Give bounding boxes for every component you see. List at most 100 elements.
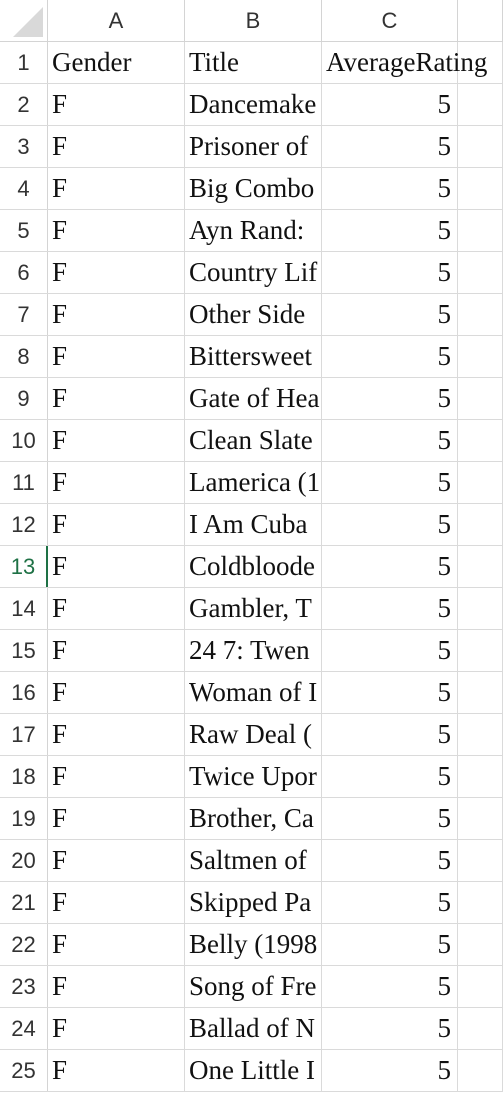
cell-title[interactable]: Bittersweet <box>185 336 322 377</box>
cell-gender[interactable]: F <box>48 672 185 713</box>
cell-gender[interactable]: F <box>48 756 185 797</box>
cell-gender-header[interactable]: Gender <box>48 42 185 83</box>
cell-gender[interactable]: F <box>48 882 185 923</box>
row-header[interactable]: 20 <box>0 840 48 881</box>
cell-rating[interactable]: 5 <box>322 462 458 503</box>
cell-empty[interactable] <box>458 1008 503 1049</box>
cell-title[interactable]: Raw Deal ( <box>185 714 322 755</box>
cell-title[interactable]: Skipped Pa <box>185 882 322 923</box>
row-header[interactable]: 15 <box>0 630 48 671</box>
column-header-c[interactable]: C <box>322 0 458 42</box>
cell-gender[interactable]: F <box>48 420 185 461</box>
cell-empty[interactable] <box>458 420 503 461</box>
cell-rating[interactable]: 5 <box>322 588 458 629</box>
row-header[interactable]: 8 <box>0 336 48 377</box>
cell-gender[interactable]: F <box>48 252 185 293</box>
row-header[interactable]: 7 <box>0 294 48 335</box>
cell-empty[interactable] <box>458 168 503 209</box>
cell-title[interactable]: Woman of I <box>185 672 322 713</box>
row-header[interactable]: 24 <box>0 1008 48 1049</box>
cell-gender[interactable]: F <box>48 462 185 503</box>
cell-rating[interactable]: 5 <box>322 252 458 293</box>
cell-gender[interactable]: F <box>48 630 185 671</box>
cell-gender[interactable]: F <box>48 714 185 755</box>
cell-title-header[interactable]: Title <box>185 42 322 83</box>
cell-title[interactable]: Song of Fre <box>185 966 322 1007</box>
cell-empty[interactable] <box>458 378 503 419</box>
cell-rating[interactable]: 5 <box>322 84 458 125</box>
row-header[interactable]: 25 <box>0 1050 48 1091</box>
cell-gender[interactable]: F <box>48 336 185 377</box>
cell-empty[interactable] <box>458 462 503 503</box>
row-header[interactable]: 4 <box>0 168 48 209</box>
row-header[interactable]: 5 <box>0 210 48 251</box>
cell-title[interactable]: Ballad of N <box>185 1008 322 1049</box>
cell-empty[interactable] <box>458 546 503 587</box>
cell-gender[interactable]: F <box>48 924 185 965</box>
row-header[interactable]: 2 <box>0 84 48 125</box>
cell-gender[interactable]: F <box>48 588 185 629</box>
cell-rating[interactable]: 5 <box>322 966 458 1007</box>
cell-gender[interactable]: F <box>48 798 185 839</box>
cell-gender[interactable]: F <box>48 294 185 335</box>
cell-rating[interactable]: 5 <box>322 504 458 545</box>
column-header-a[interactable]: A <box>48 0 185 42</box>
cell-gender[interactable]: F <box>48 966 185 1007</box>
cell-empty[interactable] <box>458 294 503 335</box>
row-header[interactable]: 13 <box>0 546 48 587</box>
cell-gender[interactable]: F <box>48 168 185 209</box>
cell-title[interactable]: Gate of Hea <box>185 378 322 419</box>
row-header[interactable]: 9 <box>0 378 48 419</box>
row-header[interactable]: 11 <box>0 462 48 503</box>
cell-rating[interactable]: 5 <box>322 1050 458 1091</box>
cell-rating[interactable]: 5 <box>322 168 458 209</box>
cell-rating[interactable]: 5 <box>322 756 458 797</box>
cell-empty[interactable] <box>458 1050 503 1091</box>
cell-gender[interactable]: F <box>48 504 185 545</box>
row-header[interactable]: 17 <box>0 714 48 755</box>
cell-title[interactable]: Prisoner of <box>185 126 322 167</box>
cell-title[interactable]: Lamerica (1 <box>185 462 322 503</box>
row-header[interactable]: 14 <box>0 588 48 629</box>
cell-rating[interactable]: 5 <box>322 420 458 461</box>
cell-rating[interactable]: 5 <box>322 126 458 167</box>
cell-empty[interactable] <box>458 336 503 377</box>
row-header[interactable]: 19 <box>0 798 48 839</box>
cell-empty[interactable] <box>458 840 503 881</box>
cell-title[interactable]: Clean Slate <box>185 420 322 461</box>
cell-empty[interactable] <box>458 756 503 797</box>
cell-empty[interactable] <box>458 588 503 629</box>
cell-title[interactable]: Gambler, T <box>185 588 322 629</box>
cell-rating[interactable]: 5 <box>322 378 458 419</box>
cell-title[interactable]: Dancemake <box>185 84 322 125</box>
row-header[interactable]: 6 <box>0 252 48 293</box>
cell-title[interactable]: Country Lif <box>185 252 322 293</box>
cell-empty[interactable] <box>458 714 503 755</box>
cell-title[interactable]: Big Combo <box>185 168 322 209</box>
cell-empty[interactable] <box>458 630 503 671</box>
cell-empty[interactable] <box>458 924 503 965</box>
cell-title[interactable]: Saltmen of <box>185 840 322 881</box>
cell-empty[interactable] <box>458 672 503 713</box>
cell-title[interactable]: Ayn Rand: <box>185 210 322 251</box>
cell-empty[interactable] <box>458 42 503 83</box>
cell-rating[interactable]: 5 <box>322 336 458 377</box>
cell-title[interactable]: One Little I <box>185 1050 322 1091</box>
row-header[interactable]: 16 <box>0 672 48 713</box>
cell-title[interactable]: 24 7: Twen <box>185 630 322 671</box>
cell-gender[interactable]: F <box>48 840 185 881</box>
cell-empty[interactable] <box>458 126 503 167</box>
cell-empty[interactable] <box>458 210 503 251</box>
cell-rating[interactable]: 5 <box>322 924 458 965</box>
cell-empty[interactable] <box>458 84 503 125</box>
cell-rating[interactable]: 5 <box>322 882 458 923</box>
cell-empty[interactable] <box>458 882 503 923</box>
cell-rating[interactable]: 5 <box>322 210 458 251</box>
row-header[interactable]: 22 <box>0 924 48 965</box>
cell-title[interactable]: I Am Cuba <box>185 504 322 545</box>
cell-title[interactable]: Coldbloode <box>185 546 322 587</box>
cell-rating[interactable]: 5 <box>322 840 458 881</box>
row-header[interactable]: 12 <box>0 504 48 545</box>
cell-rating-header[interactable]: AverageRating <box>322 42 458 83</box>
cell-gender[interactable]: F <box>48 1050 185 1091</box>
